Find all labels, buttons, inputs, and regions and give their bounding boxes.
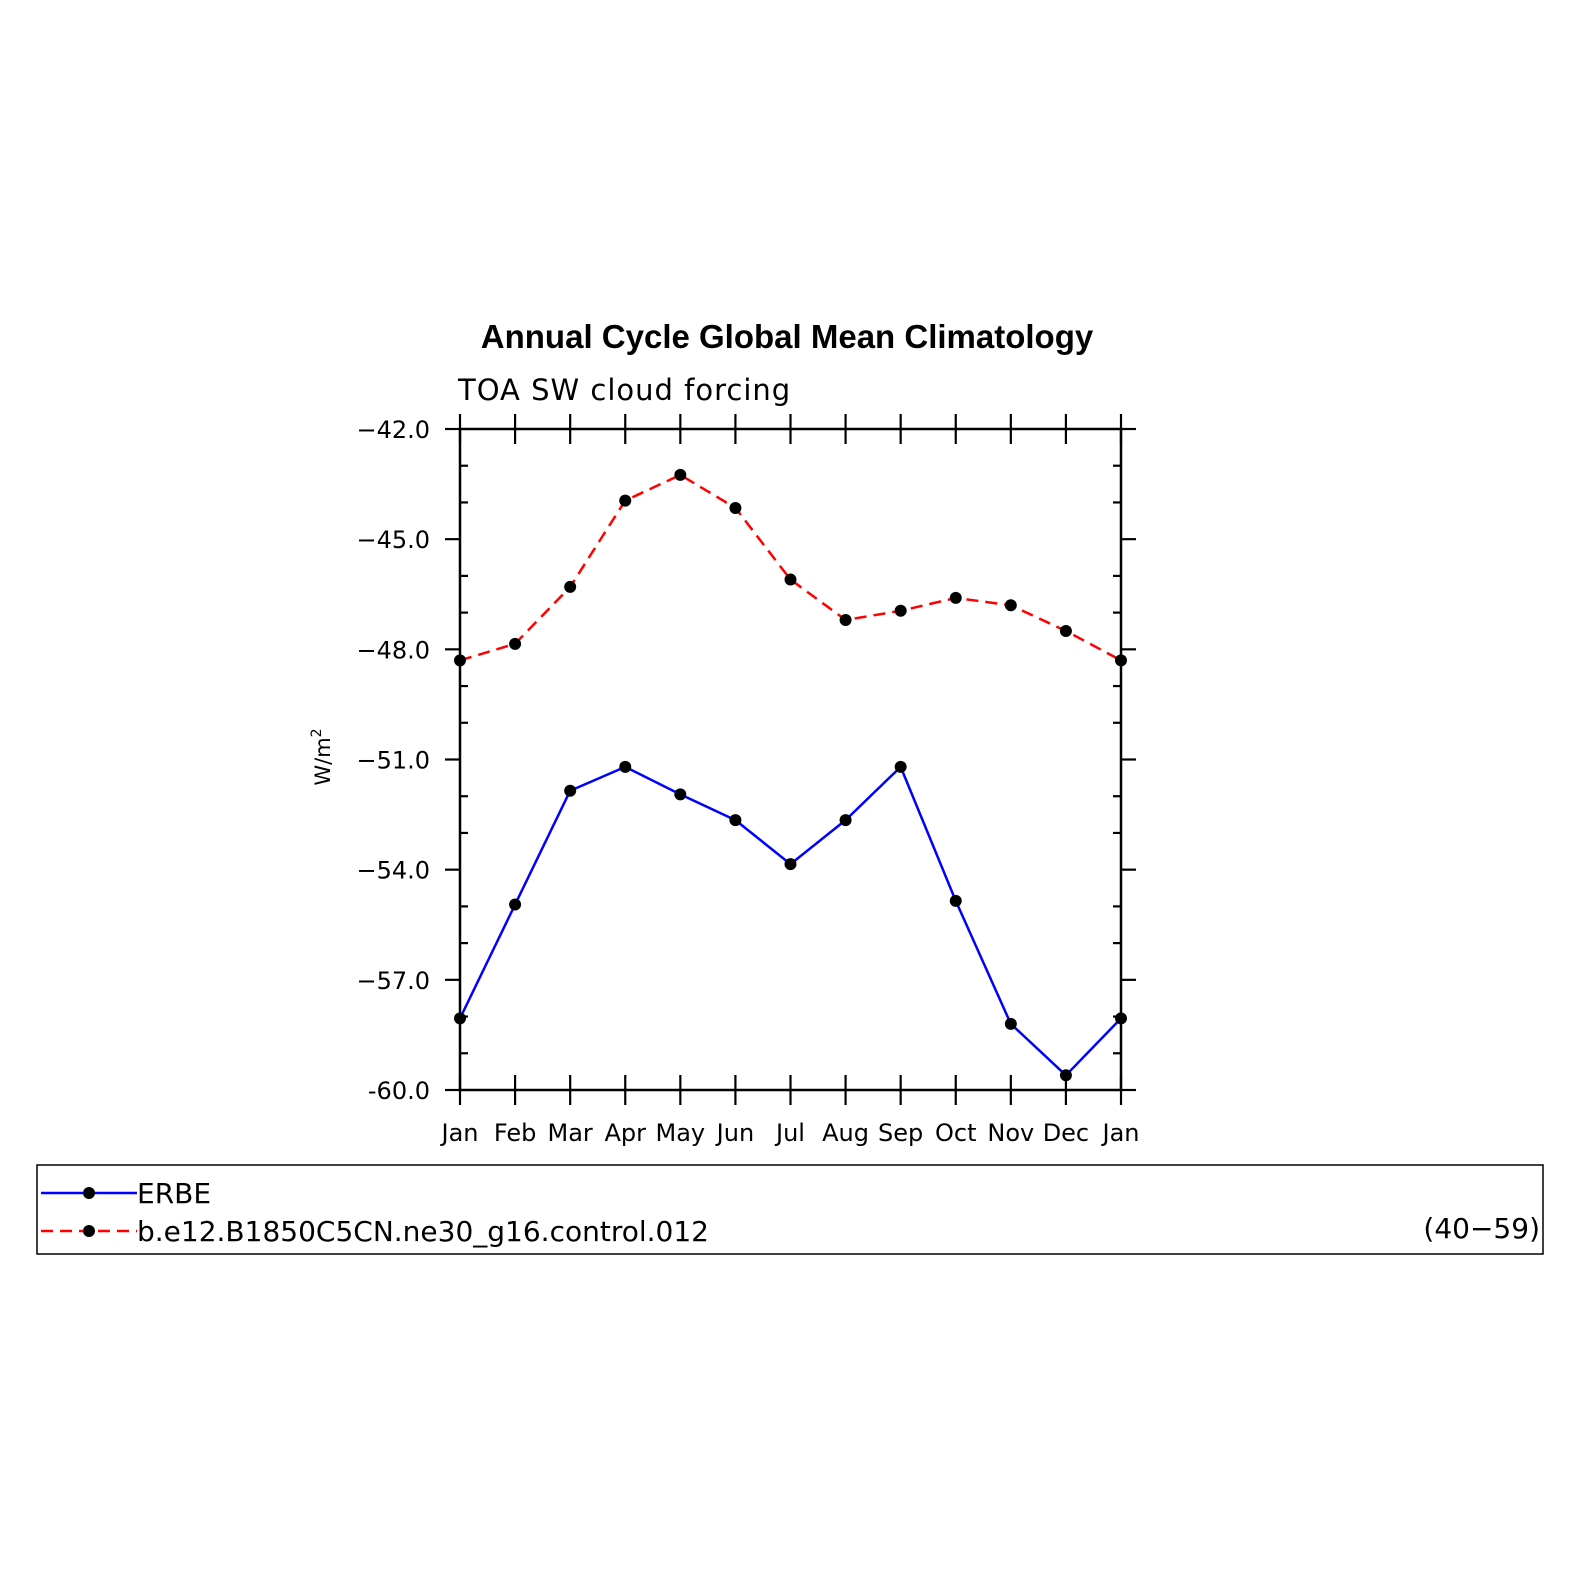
data-point bbox=[894, 760, 907, 773]
data-point bbox=[619, 494, 632, 507]
data-point bbox=[1059, 1069, 1072, 1082]
legend-box bbox=[36, 1164, 1544, 1255]
data-point bbox=[454, 1012, 466, 1025]
y-tick-label: −48.0 bbox=[356, 636, 430, 664]
data-point bbox=[1059, 624, 1072, 637]
legend-label: ERBE bbox=[137, 1177, 211, 1210]
data-point bbox=[674, 788, 687, 801]
data-point bbox=[1115, 654, 1127, 667]
plot-frame bbox=[458, 427, 1123, 1092]
x-tick-label: Nov bbox=[987, 1119, 1034, 1147]
x-tick-label: Mar bbox=[548, 1119, 593, 1147]
x-tick-label: Aug bbox=[822, 1119, 869, 1147]
y-tick-label: −51.0 bbox=[356, 747, 430, 775]
y-axis-label-superscript: 2 bbox=[309, 728, 325, 737]
x-tick-label: Oct bbox=[935, 1119, 977, 1147]
series-line bbox=[459, 473, 1122, 662]
legend-item-2: b.e12.B1850C5CN.ne30_g16.control.012 bbox=[41, 1215, 709, 1248]
x-tick-label: Jul bbox=[774, 1119, 805, 1147]
data-point bbox=[784, 573, 797, 586]
data-point bbox=[619, 760, 632, 773]
y-tick-label: −54.0 bbox=[356, 857, 430, 885]
y-tick-label: −45.0 bbox=[356, 526, 430, 554]
data-point bbox=[1004, 599, 1017, 612]
x-tick-label: Apr bbox=[604, 1119, 646, 1147]
x-tick-label: May bbox=[656, 1119, 706, 1147]
series-layer bbox=[454, 468, 1127, 1082]
y-tick-label: −57.0 bbox=[356, 967, 430, 995]
data-point bbox=[894, 604, 907, 617]
chart-title: Annual Cycle Global Mean Climatology bbox=[481, 318, 1094, 355]
x-tick-label: Sep bbox=[878, 1119, 923, 1147]
data-point bbox=[509, 898, 522, 911]
series-line bbox=[458, 765, 1122, 1077]
data-point bbox=[564, 784, 577, 797]
data-point bbox=[454, 654, 466, 667]
data-point bbox=[949, 591, 962, 604]
data-point bbox=[674, 468, 687, 481]
legend-item-1: ERBE bbox=[41, 1177, 211, 1210]
data-point bbox=[1004, 1017, 1017, 1030]
legend-marker bbox=[83, 1225, 95, 1237]
data-point bbox=[1115, 1012, 1127, 1025]
series-1 bbox=[454, 760, 1127, 1082]
data-point bbox=[784, 858, 797, 871]
x-tick-label: Feb bbox=[494, 1119, 537, 1147]
data-point bbox=[564, 580, 577, 593]
data-point bbox=[839, 814, 852, 827]
legend-entries: ERBE b.e12.B1850C5CN.ne30_g16.control.012 bbox=[41, 1177, 709, 1248]
legend-label: b.e12.B1850C5CN.ne30_g16.control.012 bbox=[137, 1215, 709, 1248]
data-point bbox=[839, 613, 852, 626]
chart-subtitle: TOA SW cloud forcing bbox=[457, 373, 791, 407]
y-tick-label: −42.0 bbox=[356, 416, 430, 444]
y-axis-label: W/m2 bbox=[309, 728, 335, 785]
plot-axes: −42.0 −45.0 −48.0 −51.0 −54.0 −57.0 -60.0 Jan Fe… bbox=[356, 414, 1140, 1147]
series-2 bbox=[454, 468, 1127, 667]
x-tick-label: Jan bbox=[440, 1119, 479, 1147]
data-point bbox=[729, 814, 742, 827]
data-point bbox=[509, 637, 522, 650]
y-tick-label: -60.0 bbox=[368, 1077, 430, 1105]
legend-note: (40−59) bbox=[1423, 1212, 1540, 1245]
legend: ERBE b.e12.B1850C5CN.ne30_g16.control.012… bbox=[36, 1164, 1544, 1255]
x-tick-label: Jan bbox=[1101, 1119, 1140, 1147]
legend-marker bbox=[83, 1187, 95, 1199]
y-axis-label-text: W/m bbox=[311, 737, 335, 785]
data-point bbox=[729, 501, 742, 514]
x-tick-label: Jun bbox=[715, 1119, 755, 1147]
data-point bbox=[949, 894, 962, 907]
x-tick-label: Dec bbox=[1043, 1119, 1089, 1147]
